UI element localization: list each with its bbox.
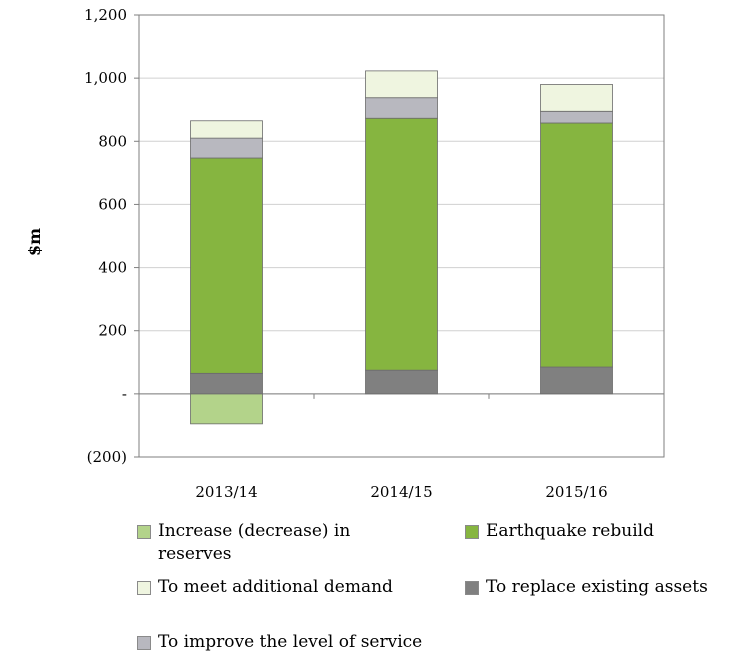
bar-segment-2013-14-0 <box>190 393 263 425</box>
bar-segment-2013-14-2 <box>190 157 263 374</box>
bar-segment-2013-14-1 <box>190 372 263 395</box>
bar-segment-2013-14-3 <box>190 137 263 159</box>
bar-segment-2015-16-3 <box>540 110 613 124</box>
legend-label-improve: To improve the level of service <box>158 632 423 652</box>
legend-item-earthquake: Earthquake rebuild <box>465 520 737 543</box>
x-tick-labels: 2013/14 2014/15 2015/16 <box>195 393 608 501</box>
bar-segment-2013-14-4 <box>190 120 263 139</box>
plot-frame <box>138 14 665 458</box>
y-tick-label: 800 <box>98 132 127 150</box>
legend-label-reserves: Increase (decrease) in reserves <box>158 521 351 564</box>
bar-segment-2014-15-4 <box>365 70 438 99</box>
legend-item-replace: To replace existing assets <box>465 576 737 599</box>
bar-segment-2015-16-1 <box>540 366 613 395</box>
legend-label-demand: To meet additional demand <box>158 577 393 597</box>
bar-segment-2015-16-4 <box>540 84 613 112</box>
bar-segment-2014-15-1 <box>365 369 438 395</box>
y-tick-label: 400 <box>98 259 127 277</box>
legend-swatch-earthquake <box>465 525 479 539</box>
x-tick-label: 2013/14 <box>195 483 257 501</box>
y-tick-label: 1,200 <box>84 6 127 24</box>
legend-swatch-demand <box>137 581 151 595</box>
y-tick-label: - <box>122 385 127 403</box>
y-tick-labels: 1,200 1,000 800 600 400 200 - (200) <box>84 6 139 466</box>
legend-label-earthquake: Earthquake rebuild <box>486 521 654 541</box>
y-tick-label: (200) <box>87 448 127 466</box>
bar-segment-2014-15-3 <box>365 97 438 119</box>
legend-label-replace: To replace existing assets <box>486 577 708 597</box>
x-tick-label: 2014/15 <box>370 483 432 501</box>
x-tick-label: 2015/16 <box>545 483 607 501</box>
stacked-bar-chart: 1,200 1,000 800 600 400 200 - (200) 2013/14 2014… <box>25 6 665 501</box>
y-axis-label: $m <box>25 228 44 256</box>
y-tick-label: 200 <box>98 322 127 340</box>
legend-swatch-improve <box>137 636 151 650</box>
legend-item-demand: To meet additional demand <box>137 576 458 599</box>
bars <box>190 70 613 425</box>
legend-swatch-replace <box>465 581 479 595</box>
legend-item-reserves: Increase (decrease) in reserves <box>137 520 358 566</box>
bar-segment-2014-15-2 <box>365 117 438 371</box>
y-tick-label: 600 <box>98 195 127 213</box>
y-tick-label: 1,000 <box>84 69 127 87</box>
bar-segment-2015-16-2 <box>540 122 613 368</box>
legend-item-improve: To improve the level of service <box>137 631 478 654</box>
legend-swatch-reserves <box>137 525 151 539</box>
